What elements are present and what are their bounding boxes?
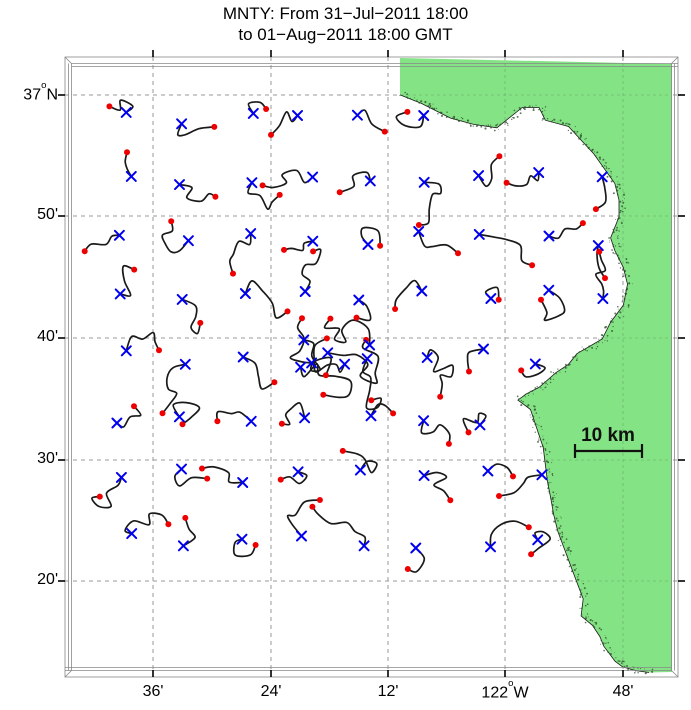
svg-text:10 km: 10 km [581, 425, 635, 446]
